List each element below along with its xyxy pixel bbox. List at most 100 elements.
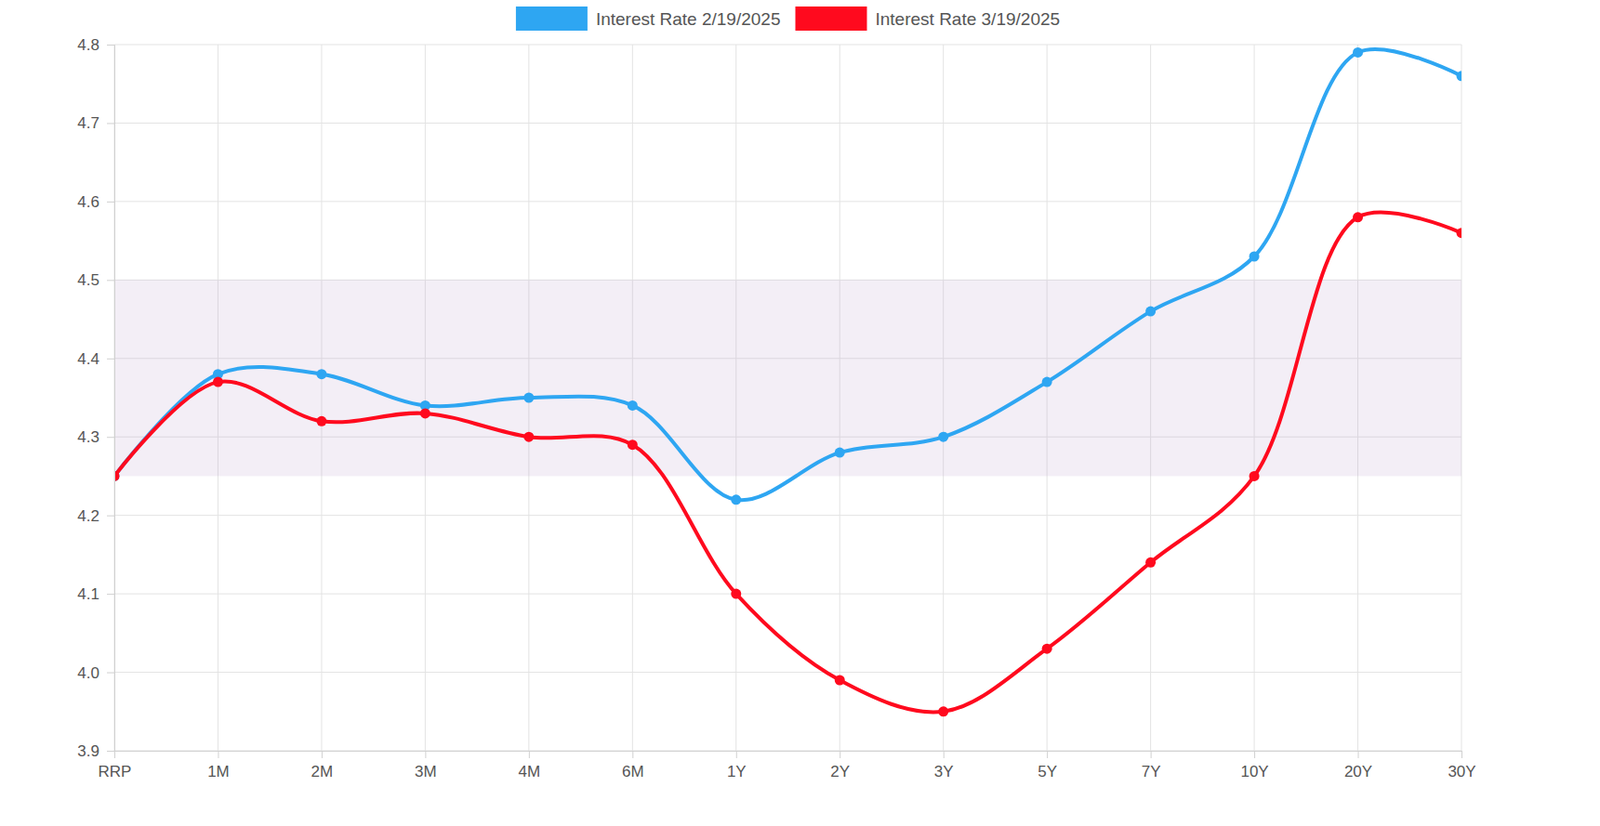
x-axis: RRP 1M 2M 3M 4M 6M 1Y 2Y 3Y 5Y 7Y 10Y 20Y 30Y <box>98 751 1477 781</box>
tick-label: 3M <box>414 763 437 781</box>
tick-label: 1Y <box>727 763 747 781</box>
series <box>114 47 1462 505</box>
marker <box>316 369 327 380</box>
legend-item[interactable]: Interest Rate 3/19/2025 <box>795 6 1061 31</box>
marker <box>1456 227 1463 239</box>
marker <box>523 393 534 404</box>
tick-mark <box>114 751 116 759</box>
tick-label: 1M <box>207 763 230 781</box>
tick: RRP <box>98 751 133 781</box>
tick-mark <box>943 751 945 759</box>
tick: 2Y <box>830 751 850 781</box>
chart: 3.9 4.0 4.1 4.2 4.3 4.4 4.5 4.6 4.7 4.8 RRP 1M 2M 3M 4… <box>0 0 1600 826</box>
grid-line <box>114 672 1462 674</box>
grid-line <box>114 44 1462 46</box>
marker <box>834 675 846 687</box>
tick-mark <box>217 751 219 759</box>
marker <box>1456 70 1463 81</box>
legend: Interest Rate 2/19/2025 Interest Rate 3/1… <box>515 6 1060 31</box>
tick-mark <box>1461 751 1463 759</box>
tick-mark <box>1150 751 1152 759</box>
legend-item[interactable]: Interest Rate 2/19/2025 <box>515 6 781 31</box>
marker <box>1249 251 1260 263</box>
legend-label: Interest Rate 3/19/2025 <box>875 9 1061 29</box>
tick: 1Y <box>727 751 747 781</box>
tick-label: 2M <box>311 763 334 781</box>
tick: 4.7 <box>77 114 115 133</box>
legend-swatch <box>515 6 588 31</box>
tick-label: 4.2 <box>77 507 100 526</box>
tick: 4.6 <box>77 193 115 212</box>
tick-mark <box>736 751 738 759</box>
marker <box>627 400 638 411</box>
tick-label: 4.7 <box>77 114 100 133</box>
tick-mark <box>106 279 115 281</box>
tick: 6M <box>621 751 645 781</box>
tick: 10Y <box>1240 751 1269 781</box>
grid-line <box>114 122 1462 124</box>
tick-mark <box>632 751 634 759</box>
tick-label: 4M <box>518 763 542 781</box>
tick-label: 10Y <box>1240 763 1269 781</box>
band <box>114 279 1462 477</box>
marker <box>1042 377 1053 388</box>
tick-label: 4.6 <box>77 193 100 212</box>
tick-label: RRP <box>98 763 133 781</box>
tick-label: 30Y <box>1447 763 1476 781</box>
tick-label: 3.9 <box>77 742 100 761</box>
tick-mark <box>106 358 115 360</box>
tick-label: 6M <box>621 763 645 781</box>
marker <box>730 494 741 505</box>
tick: 20Y <box>1344 751 1373 781</box>
axis-line <box>115 752 1463 760</box>
marker <box>1145 306 1156 318</box>
marker <box>212 377 224 388</box>
tick-mark <box>106 201 115 203</box>
tick-mark <box>1046 751 1048 759</box>
tick-mark <box>106 594 115 596</box>
marker <box>938 432 949 443</box>
tick-label: 4.5 <box>77 271 100 290</box>
tick-label: 4.0 <box>77 663 100 682</box>
line <box>114 49 1462 501</box>
plot-area <box>114 47 1462 717</box>
tick-mark <box>424 751 426 759</box>
marker <box>627 439 638 450</box>
tick: 4.2 <box>77 507 115 526</box>
tick: 4.5 <box>77 271 115 290</box>
tick-label: 4.4 <box>77 350 100 369</box>
tick: 1M <box>207 751 230 781</box>
tick-label: 7Y <box>1141 763 1162 781</box>
marker <box>834 448 846 459</box>
tick: 4.1 <box>77 585 115 604</box>
tick: 4.0 <box>77 663 115 682</box>
tick-mark <box>106 122 115 124</box>
tick-mark <box>106 44 115 46</box>
tick-label: 2Y <box>830 763 850 781</box>
tick: 4.3 <box>77 428 115 447</box>
tick-label: 3Y <box>934 763 954 781</box>
tick-label: 4.8 <box>77 36 100 54</box>
line <box>114 212 1462 714</box>
marker <box>523 432 534 443</box>
tick: 7Y <box>1141 751 1162 781</box>
marker <box>316 416 327 427</box>
tick-label: 4.1 <box>77 585 100 604</box>
grid-line <box>114 594 1462 596</box>
tick-mark <box>106 515 115 517</box>
tick-mark <box>1254 751 1256 759</box>
tick: 5Y <box>1037 751 1058 781</box>
tick-label: 4.3 <box>77 428 100 447</box>
tick-mark <box>321 751 323 759</box>
tick: 4M <box>518 751 542 781</box>
tick-label: 20Y <box>1344 763 1373 781</box>
tick: 4.4 <box>77 350 115 369</box>
marker <box>938 706 949 717</box>
marker <box>1145 557 1156 569</box>
legend-label: Interest Rate 2/19/2025 <box>595 9 781 29</box>
tick: 4.8 <box>77 36 115 54</box>
marker <box>1352 47 1363 58</box>
tick: 3.9 <box>77 742 115 761</box>
tick: 30Y <box>1447 751 1476 781</box>
tick: 3Y <box>934 751 954 781</box>
